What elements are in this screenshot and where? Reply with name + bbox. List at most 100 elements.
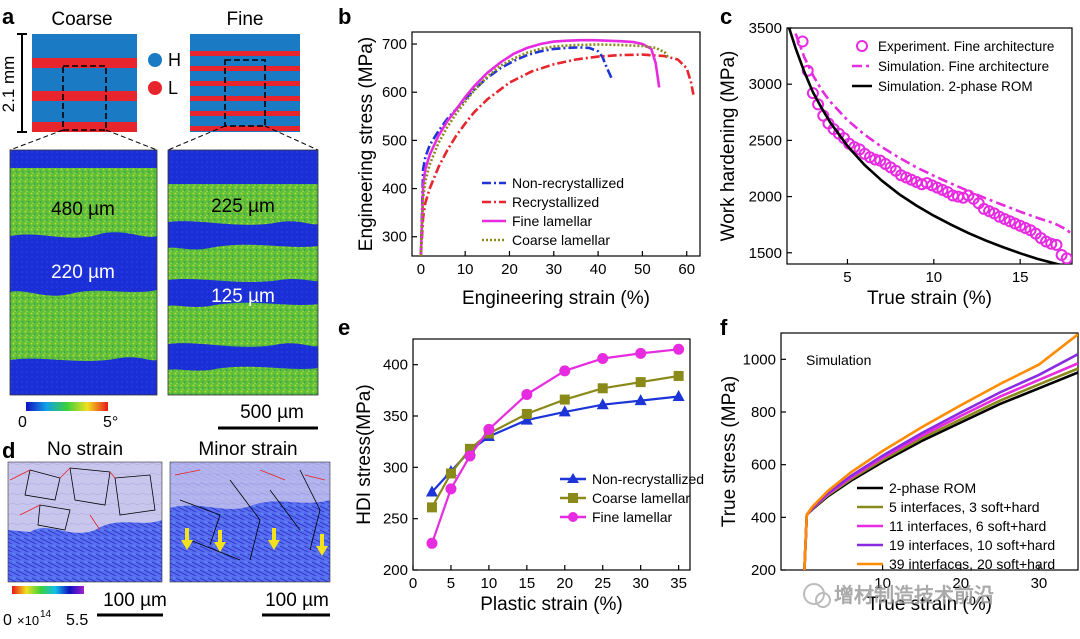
x-tick-label: 5 [447,575,455,592]
x-tick-label: 60 [678,261,695,278]
gnd-colorbar-max: 5.5 [66,612,88,629]
legend-label: Simulation. Fine architecture [878,59,1049,74]
y-axis-label: True stress (MPa) [719,376,740,527]
data-point [425,485,438,497]
panel-letter-f: f [720,315,728,340]
fine-schematic [190,34,300,132]
data-point [673,370,684,381]
x-tick-label: 25 [594,575,611,592]
y-axis-label: Engineering stress (MPa) [356,37,377,251]
x-tick-label: 20 [501,261,518,278]
x-tick-label: 0 [409,575,417,592]
minor-strain-title: Minor strain [198,439,297,460]
legend-item: Simulation. Fine architecture [852,59,1049,74]
y-tick-label: 2500 [749,132,782,149]
y-tick-label: 500 [382,132,407,149]
legend-item: Fine lamellar [482,213,592,229]
y-tick-label: 400 [382,181,407,198]
panel-b-stress-strain-chart: b 0 10 20 30 40 50 60 300 400 500 600 700 Engineering… [338,4,701,309]
series-line [431,374,679,508]
legend-item: Recrystallized [482,194,599,210]
hard-legend-marker [148,53,162,67]
data-point [558,405,571,417]
gnd-colorbar-unit: ×10 [17,613,39,628]
y-tick-label: 1000 [743,351,776,368]
x-tick-label: 30 [632,575,649,592]
legend-label: Recrystallized [512,194,599,210]
legend-label: Non-recrystallized [512,175,624,191]
series-coarse-lamellar [419,43,671,256]
legend-label: Experiment. Fine architecture [878,39,1054,54]
x-tick-label: 30 [1031,575,1048,592]
y-tick-label: 1500 [749,245,782,262]
data-point [521,408,532,419]
x-axis-label: Plastic strain (%) [480,594,623,615]
panel-letter-c: c [720,4,732,29]
gnd-colorbar [12,586,84,594]
fine-soft-width: 125 µm [211,286,275,307]
plot-area [787,28,1072,264]
x-tick-label: 35 [670,575,687,592]
plot-area [803,333,1078,570]
legend-item: Non-recrystallized [482,175,624,191]
legend-item: Coarse lamellar [560,490,690,506]
data-point [1045,237,1058,250]
data-point [634,394,647,406]
y-tick-label: 250 [383,511,408,528]
series-fine-lamellar [426,343,685,549]
legend-item: 11 interfaces, 6 soft+hard [857,518,1046,534]
data-point [869,153,882,166]
data-point [445,468,456,479]
x-tick-label: 30 [545,261,562,278]
x-axis-label: Engineering strain (%) [462,288,650,309]
coarse-zoom-box [62,65,107,131]
scalebar-left-label: 100 µm [103,590,167,611]
kam-colorbar-min: 0 [18,414,27,431]
x-tick-label: 10 [481,575,498,592]
fine-hard-width: 225 µm [211,196,275,217]
legend-item: 39 interfaces, 20 soft+hard [857,556,1055,572]
panel-letter-a: a [2,4,15,29]
legend-label: Fine lamellar [512,213,592,229]
series-simulation-2-phase-rom [787,28,1063,264]
series-non-recrystallized [419,46,613,256]
y-tick-label: 300 [383,459,408,476]
arrow-icon [316,534,328,556]
y-tick-label: 700 [382,36,407,53]
data-point [521,388,533,400]
gnd-colorbar-exponent: 14 [40,609,52,620]
series-line [419,46,613,256]
x-axis-label: True strain (%) [867,288,992,309]
height-scale-label: 2.1 mm [0,56,18,113]
x-tick-label: 20 [556,575,573,592]
data-point [672,389,685,401]
y-tick-label: 600 [751,457,776,474]
fine-kam-map: 225 µm 125 µm [167,149,319,396]
data-point [597,353,609,365]
legend-item: Fine lamellar [560,509,672,525]
x-tick-label: 5 [843,269,851,286]
data-point [426,502,437,513]
x-tick-label: 15 [518,575,535,592]
kam-colorbar-max: 5° [103,414,118,431]
data-point [483,423,495,435]
y-tick-label: 3500 [749,20,782,37]
legend-label: 5 interfaces, 3 soft+hard [889,499,1040,515]
no-strain-title: No strain [47,439,123,460]
soft-legend-label: L [168,78,178,98]
legend-item: Non-recrystallized [560,471,704,487]
plot-area [419,38,695,256]
data-point [635,377,646,388]
y-tick-label: 200 [383,562,408,579]
y-axis-label: HDI stress(MPa) [354,384,375,524]
data-point [520,413,533,425]
legend-item: Experiment. Fine architecture [856,39,1054,54]
series-recrystallized [419,53,695,256]
plot-frame [780,332,1079,571]
arrow-icon [181,528,193,550]
no-strain-gnd-map [7,461,163,583]
legend-label: Non-recrystallized [592,471,704,487]
data-point [806,87,819,100]
plot-frame [412,338,691,571]
